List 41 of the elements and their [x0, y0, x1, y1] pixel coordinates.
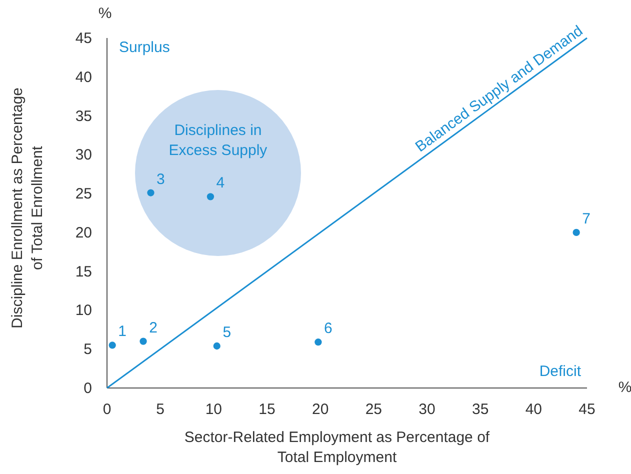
x-tick-label: 10 [205, 401, 222, 418]
text: % [98, 5, 112, 22]
point [140, 338, 147, 345]
y-tick-label: 0 [84, 380, 92, 397]
point [314, 338, 322, 346]
annotation: Deficit [539, 363, 582, 380]
x-tick-label: 30 [418, 401, 436, 418]
y-tick-label: 10 [75, 302, 92, 320]
annotation: Surplus [119, 39, 170, 56]
point [108, 342, 116, 349]
text: % [618, 379, 631, 396]
y-tick-label: 30 [75, 146, 92, 164]
point [213, 342, 220, 350]
x-axis-title: Sector-Related Employment as Percentage of Total Employment [184, 429, 490, 466]
y-tick-label: 20 [75, 224, 92, 242]
y-tick-label: 25 [75, 186, 92, 203]
point [206, 193, 214, 200]
annotation: Disciplines in Excess Supply [168, 122, 268, 159]
x-tick-label: 5 [156, 401, 165, 418]
x-tick-label: 45 [578, 401, 596, 418]
annotation: 4 [216, 174, 225, 192]
y-tick-label: 45 [75, 30, 92, 47]
y-tick-label: 15 [75, 263, 92, 280]
x-tick-label: 25 [365, 401, 382, 418]
x-tick-label: 15 [258, 401, 276, 418]
y-tick-label: 35 [75, 108, 92, 125]
annotation: 3 [156, 170, 165, 188]
x-tick-label: 35 [472, 401, 489, 418]
y-tick-label: 5 [84, 341, 92, 358]
x-tick-label: 40 [525, 401, 542, 418]
y-tick-label: 40 [75, 68, 92, 86]
x-tick-label: 0 [102, 401, 112, 418]
annotation: 5 [222, 324, 232, 341]
annotation: 2 [149, 319, 158, 336]
annotation: 6 [324, 320, 332, 338]
x-tick-label: 20 [312, 401, 329, 418]
point [572, 228, 580, 236]
annotation: 1 [118, 323, 127, 340]
point [147, 189, 154, 196]
annotation: 7 [582, 210, 591, 228]
y-axis-title: Discipline Enrollment as Percentage of Total Enrollment [9, 88, 46, 328]
